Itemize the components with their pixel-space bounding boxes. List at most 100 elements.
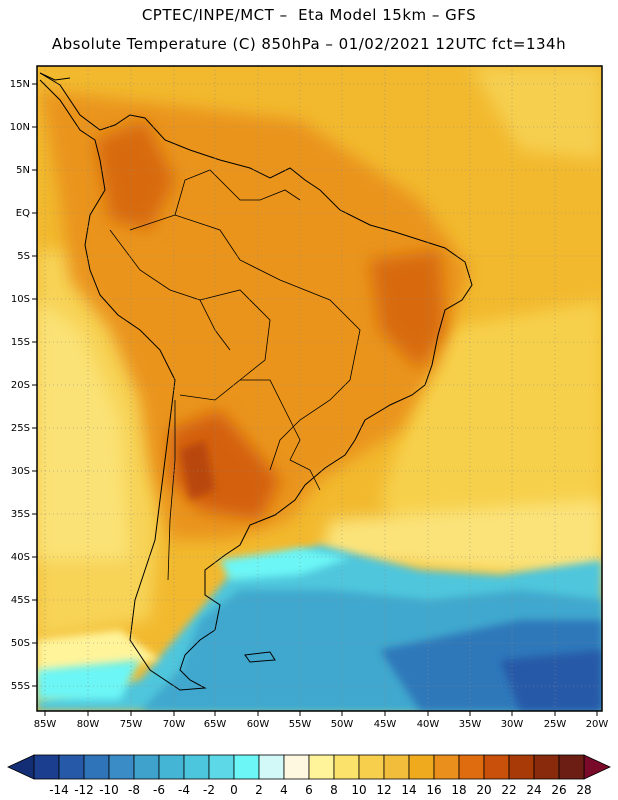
colorbar-swatch: [458, 754, 485, 780]
colorbar-label: 24: [526, 783, 541, 797]
lat-label: 35S: [11, 509, 30, 520]
colorbar-label: 8: [330, 783, 338, 797]
colorbar-overflow-arrow: [583, 754, 611, 780]
colorbar-swatch: [508, 754, 535, 780]
lon-label: 35W: [459, 719, 482, 730]
border-chile-argentina: [167, 400, 176, 581]
colorbar-swatches: [33, 754, 585, 780]
colorbar-swatch: [83, 754, 110, 780]
title-line-2: Absolute Temperature (C) 850hPa – 01/02/…: [51, 35, 567, 53]
lon-label: 70W: [163, 719, 186, 730]
colorbar-label: 14: [401, 783, 416, 797]
field-west-ocean-light: [37, 300, 130, 560]
lon-label: 60W: [247, 719, 270, 730]
colorbar-swatch: [258, 754, 285, 780]
colorbar-label: 26: [551, 783, 566, 797]
lat-label: 15N: [10, 79, 30, 90]
lat-label: 5N: [16, 165, 30, 176]
coastlines: [39, 72, 473, 691]
colorbar-label: 22: [501, 783, 516, 797]
lat-label: 55S: [11, 681, 30, 692]
field-core-chaco-dark: [180, 440, 215, 500]
colorbar-swatch: [158, 754, 185, 780]
colorbar-labels: -14 -12 -10 -8 -6 -4 -2 0 2 4 6 8 10 12 14 16 18 20 22 24 26…: [49, 783, 591, 797]
field-transition-cyan: [220, 548, 350, 580]
field-ne-ocean: [470, 66, 602, 160]
lon-label: 75W: [120, 719, 143, 730]
colorbar-swatch: [183, 754, 210, 780]
colorbar-label: -10: [99, 783, 119, 797]
colorbar-label: 16: [426, 783, 441, 797]
lon-label: 30W: [501, 719, 524, 730]
field-core-northeast: [370, 250, 445, 370]
field-core-colombia: [95, 120, 175, 230]
border-paraguay: [240, 379, 301, 461]
colorbar-swatch: [483, 754, 510, 780]
border-north: [174, 169, 301, 216]
colorbar-swatch: [383, 754, 410, 780]
colorbar-label: 28: [576, 783, 591, 797]
colorbar-label: -8: [128, 783, 140, 797]
border-brazil-west: [129, 214, 361, 471]
lat-label: 15S: [11, 337, 30, 348]
lat-label: 10N: [10, 122, 30, 133]
lon-label: 20W: [586, 719, 609, 730]
lon-label: 85W: [34, 719, 57, 730]
lat-label: 40S: [11, 552, 30, 563]
field-atlantic-light: [320, 500, 602, 575]
lon-label: 50W: [331, 719, 354, 730]
colorbar-swatch: [433, 754, 460, 780]
colorbar-label: -12: [74, 783, 94, 797]
title-line-1: CPTEC/INPE/MCT – Eta Model 15km – GFS: [141, 6, 477, 24]
lat-label: 10S: [11, 294, 30, 305]
colorbar-swatch: [233, 754, 260, 780]
country-borders: [109, 169, 361, 581]
colorbar-swatch: [308, 754, 335, 780]
lat-label: 20S: [11, 380, 30, 391]
lon-label: 25W: [544, 719, 567, 730]
map-frame: [36, 65, 603, 712]
field-cold-deep: [500, 650, 602, 711]
colorbar-swatch: [558, 754, 585, 780]
lat-label: 5S: [17, 251, 30, 262]
colorbar-swatch: [208, 754, 235, 780]
lat-label: 25S: [11, 423, 30, 434]
colorbar-swatch: [333, 754, 360, 780]
lat-label: EQ: [16, 208, 30, 219]
colorbar: -14 -12 -10 -8 -6 -4 -2 0 2 4 6 8 10 12 14 16 18 20 22 24 26…: [7, 754, 611, 797]
temperature-field: [37, 66, 602, 711]
colorbar-label: 18: [451, 783, 466, 797]
colorbar-underflow-arrow: [7, 754, 35, 780]
colorbar-swatch: [108, 754, 135, 780]
lon-label: 40W: [417, 719, 440, 730]
lon-label: 55W: [289, 719, 312, 730]
lon-label: 80W: [77, 719, 100, 730]
colorbar-label: -2: [203, 783, 215, 797]
lon-label: 45W: [374, 719, 397, 730]
lat-label: 30S: [11, 466, 30, 477]
colorbar-label: -4: [178, 783, 190, 797]
colorbar-label: 2: [255, 783, 263, 797]
border-peru: [109, 229, 231, 351]
colorbar-swatch: [58, 754, 85, 780]
colorbar-swatch: [358, 754, 385, 780]
colorbar-swatch: [283, 754, 310, 780]
colorbar-label: 4: [280, 783, 288, 797]
colorbar-swatch: [33, 754, 60, 780]
field-sw-cyan: [37, 660, 140, 700]
colorbar-label: 10: [351, 783, 366, 797]
lat-label: 50S: [11, 638, 30, 649]
falkland-islands: [244, 651, 276, 663]
south-america-coast: [39, 72, 473, 691]
lat-label: 45S: [11, 595, 30, 606]
colorbar-swatch: [408, 754, 435, 780]
colorbar-label: 12: [376, 783, 391, 797]
colorbar-swatch: [133, 754, 160, 780]
lon-axis: 85W 80W 75W 70W 65W 60W 55W 50W 45W 40W …: [34, 711, 609, 730]
colorbar-label: 6: [305, 783, 313, 797]
central-america-coast: [39, 72, 71, 81]
colorbar-swatch: [533, 754, 560, 780]
colorbar-label: -14: [49, 783, 69, 797]
border-bolivia: [179, 289, 271, 401]
colorbar-label: 0: [230, 783, 238, 797]
